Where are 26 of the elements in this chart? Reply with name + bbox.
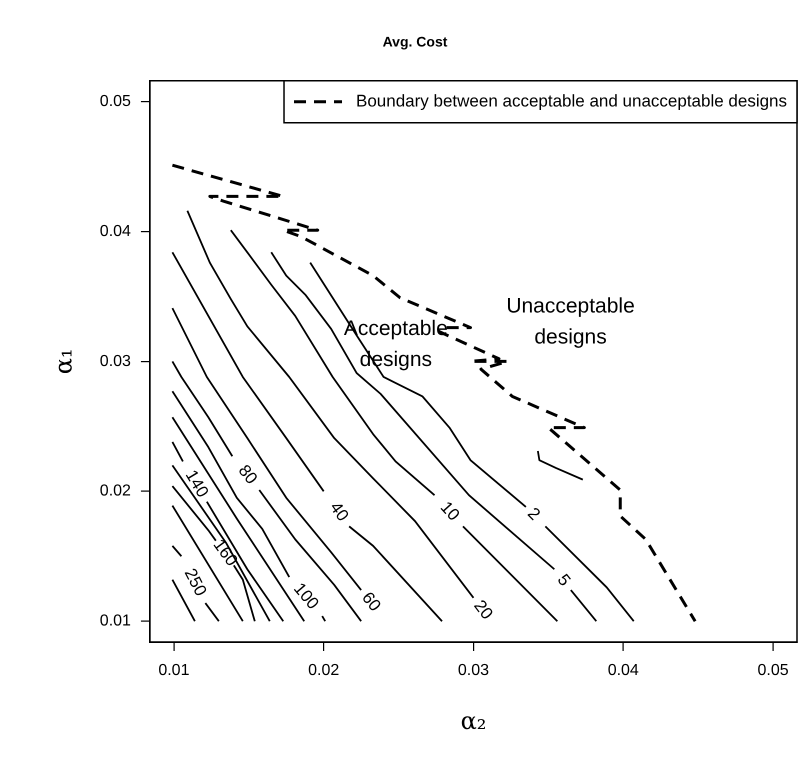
x-tick-label: 0.01 <box>158 662 190 680</box>
x-tick-label: 0.05 <box>757 662 789 680</box>
y-tick-label: 0.01 <box>100 612 132 630</box>
text: 80 <box>234 461 262 488</box>
x-tick-label: 0.03 <box>458 662 490 680</box>
x-tick-label: 0.04 <box>608 662 639 680</box>
text: 60 <box>358 588 385 615</box>
text: 140 <box>182 466 212 501</box>
text: 20 <box>470 596 497 623</box>
text: 2 <box>524 504 544 524</box>
annotation: Unacceptable designs <box>506 294 635 348</box>
chart-title: Avg. Cost <box>382 33 448 50</box>
y-tick-label: 0.02 <box>100 482 132 500</box>
x-tick-label: 0.02 <box>308 662 340 680</box>
y-axis-title: α₁ <box>50 348 78 374</box>
text: 250 <box>180 565 211 600</box>
text: 5 <box>554 570 574 590</box>
text: 100 <box>290 579 323 613</box>
y-tick-label: 0.05 <box>100 92 132 110</box>
y-tick-label: 0.04 <box>100 222 132 240</box>
y-tick-label: 0.03 <box>100 352 132 370</box>
x-axis-title: α₂ <box>460 706 486 735</box>
text: 40 <box>326 498 353 525</box>
line-series <box>170 164 697 623</box>
legend-label: Boundary between acceptable and unacceptable designs <box>356 91 788 110</box>
text: 10 <box>436 498 464 524</box>
